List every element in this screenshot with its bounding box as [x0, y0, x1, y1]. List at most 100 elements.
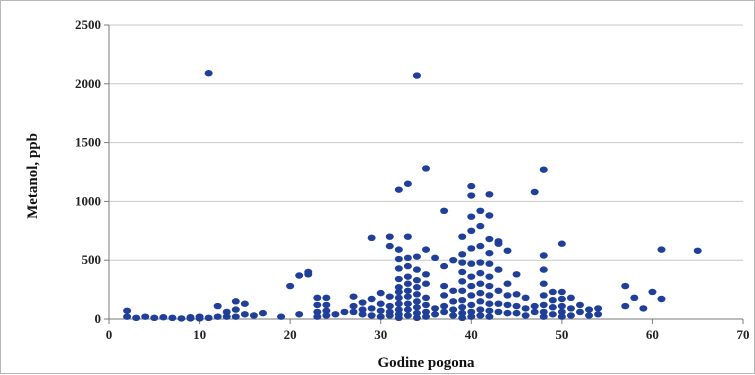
- x-tick-label: 30: [374, 327, 387, 342]
- scatter-point: [458, 251, 467, 258]
- scatter-point: [458, 287, 467, 294]
- scatter-point: [657, 246, 666, 253]
- scatter-point: [467, 282, 476, 290]
- scatter-point: [485, 260, 494, 267]
- scatter-point: [458, 309, 467, 317]
- scatter-point: [385, 312, 394, 319]
- scatter-point: [249, 312, 258, 319]
- scatter-point: [621, 302, 630, 310]
- scatter-point: [485, 307, 494, 314]
- scatter-point: [467, 245, 476, 252]
- scatter-point: [422, 313, 430, 320]
- scatter-point: [304, 271, 313, 278]
- scatter-point: [431, 254, 440, 262]
- scatter-point: [313, 301, 322, 309]
- scatter-point: [412, 304, 421, 311]
- scatter-point: [403, 287, 412, 294]
- scatter-point: [322, 301, 331, 309]
- scatter-point: [539, 308, 548, 316]
- scatter-point: [530, 308, 539, 316]
- scatter-point: [485, 292, 494, 299]
- scatter-point: [503, 247, 512, 254]
- scatter-point: [358, 306, 367, 313]
- scatter-point: [231, 306, 240, 313]
- scatter-point: [467, 292, 476, 299]
- scatter-point: [539, 292, 548, 299]
- scatter-point: [403, 280, 412, 287]
- scatter-point: [494, 240, 503, 247]
- scatter-point: [566, 312, 575, 319]
- scatter-point: [449, 306, 458, 313]
- scatter-point: [494, 308, 503, 316]
- scatter-point: [539, 166, 548, 173]
- y-tick-label: 1500: [75, 135, 101, 150]
- scatter-point: [349, 293, 358, 300]
- scatter-point: [394, 306, 403, 313]
- scatter-point: [539, 301, 548, 309]
- scatter-point: [132, 314, 141, 322]
- scatter-point: [322, 294, 331, 302]
- scatter-point: [467, 308, 476, 316]
- scatter-point: [648, 288, 657, 296]
- x-tick-label: 0: [106, 327, 113, 342]
- scatter-point: [358, 299, 367, 306]
- scatter-point: [412, 276, 421, 284]
- scatter-point: [141, 313, 150, 320]
- scatter-point: [403, 254, 412, 262]
- scatter-point: [476, 289, 485, 297]
- scatter-point: [231, 298, 240, 305]
- scatter-point: [440, 282, 449, 290]
- scatter-point: [485, 273, 494, 280]
- scatter-point: [222, 308, 231, 316]
- scatter-point: [376, 313, 385, 320]
- scatter-point: [440, 302, 449, 310]
- y-tick-label: 1000: [75, 193, 101, 208]
- scatter-point: [422, 308, 430, 316]
- scatter-point: [431, 305, 440, 312]
- scatter-point: [621, 282, 630, 290]
- scatter-point: [322, 312, 331, 319]
- scatter-point: [693, 247, 702, 254]
- scatter-point: [485, 300, 494, 307]
- scatter-point: [422, 246, 430, 253]
- scatter-point: [349, 302, 358, 310]
- scatter-point: [376, 289, 385, 297]
- scatter-point: [476, 312, 485, 319]
- scatter-point: [449, 287, 458, 294]
- grid-layer: [109, 24, 743, 261]
- scatter-point: [557, 302, 566, 310]
- scatter-point: [476, 280, 485, 287]
- scatter-point: [403, 293, 412, 300]
- scatter-point: [494, 300, 503, 307]
- scatter-point: [557, 308, 566, 316]
- scatter-point: [494, 266, 503, 273]
- scatter-point: [594, 311, 603, 318]
- scatter-point: [476, 269, 485, 277]
- x-tick-label: 40: [465, 327, 478, 342]
- scatter-point: [258, 309, 267, 317]
- scatter-point: [340, 308, 349, 316]
- axis-layer: [104, 24, 744, 324]
- scatter-point: [422, 280, 430, 287]
- scatter-point: [449, 298, 458, 305]
- x-tick-label: 50: [555, 327, 568, 342]
- point-layer: [123, 70, 702, 322]
- scatter-point: [367, 305, 376, 312]
- scatter-point: [440, 262, 449, 270]
- scatter-point: [150, 314, 159, 322]
- x-tick-label: 60: [646, 327, 659, 342]
- scatter-point: [530, 302, 539, 310]
- scatter-point: [222, 313, 231, 320]
- scatter-point: [512, 309, 521, 317]
- scatter-point: [476, 259, 485, 266]
- scatter-point: [440, 308, 449, 316]
- scatter-point: [449, 312, 458, 319]
- scatter-point: [458, 268, 467, 276]
- scatter-point: [566, 294, 575, 302]
- scatter-point: [195, 315, 204, 322]
- scatter-point: [403, 180, 412, 187]
- scatter-point: [476, 207, 485, 215]
- scatter-point: [349, 308, 358, 316]
- y-axis-title: Metanol, ppb: [25, 133, 41, 219]
- scatter-point: [394, 275, 403, 283]
